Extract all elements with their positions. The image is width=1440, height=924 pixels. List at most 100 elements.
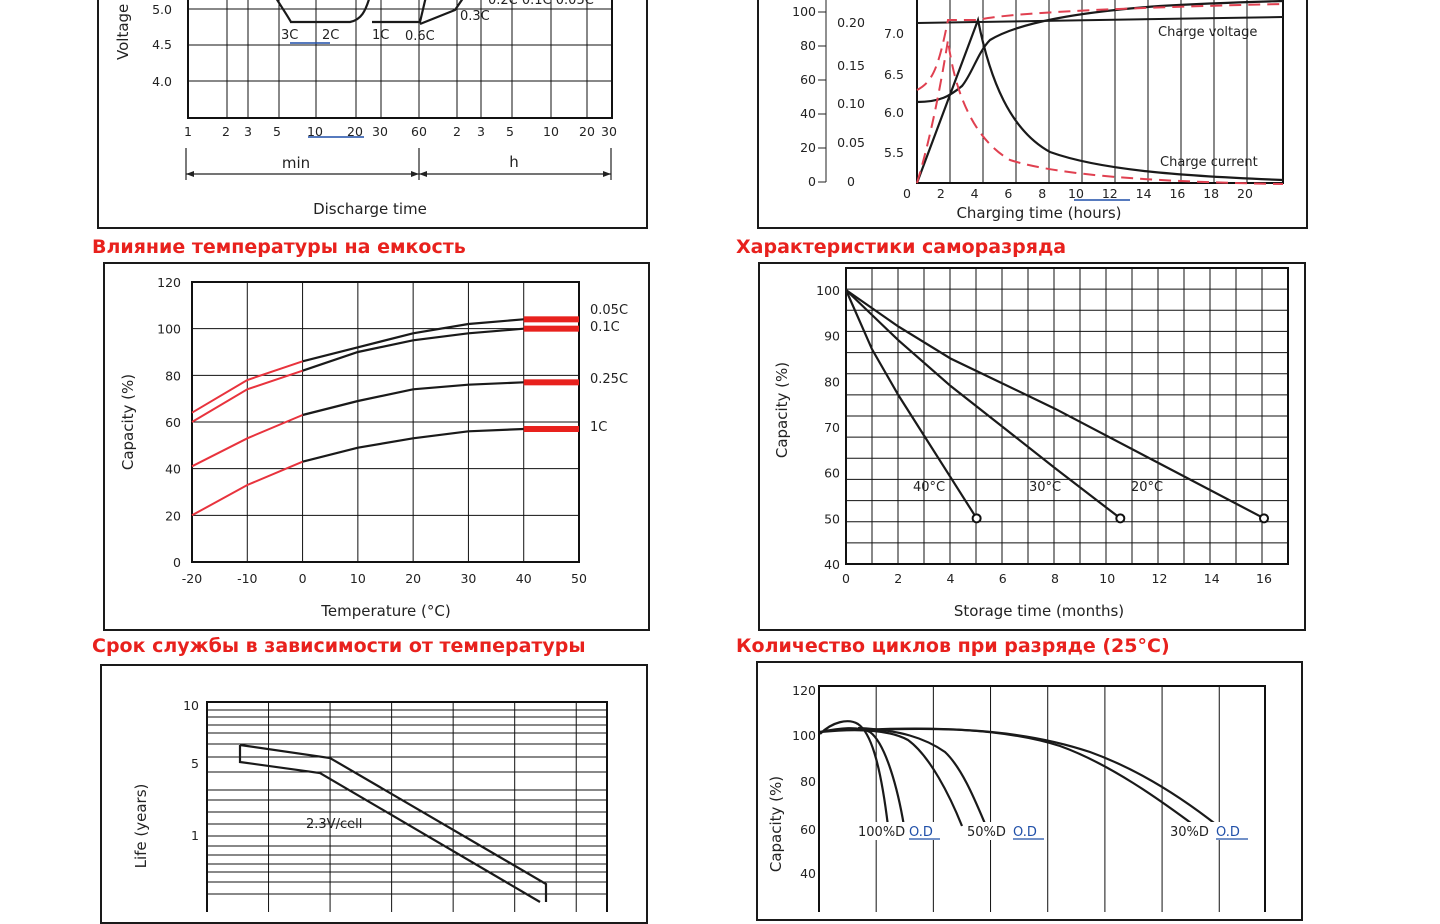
- discharge-x-label: Discharge time: [313, 200, 427, 218]
- discharge-xtick: 30: [372, 124, 388, 139]
- life-y-label: Life (years): [132, 784, 150, 869]
- charging-ytick-current: 0.15: [837, 58, 865, 73]
- temperature-capacity-frame: [103, 262, 650, 631]
- charging-x-label: Charging time (hours): [956, 204, 1121, 222]
- tc-xtick: 40: [516, 571, 532, 586]
- charging-ytick-outer: 80: [800, 38, 816, 53]
- charts-canvas: 5.0 4.5 4.0 Voltage 1 2 3 5 10 20 30 60 2 3 5 10 20 3…: [114, 0, 1289, 912]
- discharge-xtick: 2: [222, 124, 230, 139]
- cycle-label-30-od: O.D: [1216, 825, 1240, 840]
- cycle-chart-frame: [756, 661, 1303, 921]
- tc-curve-cold: [191, 460, 303, 517]
- tc-ytick: 120: [157, 275, 181, 290]
- discharge-ytick-1: 4.5: [152, 37, 172, 52]
- cycle-ytick-40: 40: [800, 866, 816, 881]
- charging-xtick: 10: [1068, 186, 1084, 201]
- charging-xtick: 18: [1203, 186, 1219, 201]
- discharge-label-1c: 1C: [372, 28, 389, 43]
- sd-series-label: 40°C: [913, 480, 945, 495]
- sd-xtick: 8: [1051, 571, 1059, 586]
- tc-series-label: 0.25C: [590, 372, 628, 387]
- tc-ytick: 40: [165, 462, 181, 477]
- discharge-label-03c: 0.3C: [460, 9, 490, 24]
- tc-xtick: 30: [460, 571, 476, 586]
- life-plot-border: [206, 701, 608, 912]
- tc-marker-1C: [523, 426, 579, 432]
- tc-curve-warm: [302, 327, 524, 372]
- sd-curve: [844, 289, 978, 519]
- cycle-ytick-60: 60: [800, 822, 816, 837]
- sd-endpoint-marker: [1259, 513, 1269, 524]
- cycle-plot-border: [818, 685, 1266, 912]
- charging-ytick-voltage: 6.0: [884, 105, 904, 120]
- cycle-ytick-80: 80: [800, 774, 816, 789]
- tc-curve-warm: [302, 318, 524, 363]
- sd-xtick: 4: [947, 571, 955, 586]
- charging-xtick: 14: [1136, 186, 1152, 201]
- self-discharge-chart: 40°C 30°C 20°C 0 2 4 6 8 10 12 14 16 100 90 80 70 60 50 4…: [773, 267, 1289, 620]
- discharge-curve-3c: [275, 0, 292, 23]
- charging-ytick-outer: 20: [800, 140, 816, 155]
- tc-curve-cold: [191, 360, 303, 414]
- charging-voltage-label: Charge voltage: [1158, 25, 1257, 40]
- cycle-curve-50-b: [857, 726, 988, 827]
- sd-ytick: 40: [824, 557, 840, 572]
- charging-xtick: 0: [903, 186, 911, 201]
- tc-ytick: 80: [165, 368, 181, 383]
- sd-xtick: 12: [1152, 571, 1168, 586]
- charging-voltage-dashed: [916, 3, 1284, 91]
- sd-xtick: 16: [1256, 571, 1272, 586]
- sd-xtick: 6: [999, 571, 1007, 586]
- discharge-unit-h: h: [509, 153, 519, 171]
- charging-current-dashed: [916, 39, 1284, 185]
- cycle-curve-30-b: [869, 727, 1219, 827]
- tc-ytick: 20: [165, 508, 181, 523]
- life-ytick-1: 1: [191, 828, 199, 843]
- tc-xtick: 20: [405, 571, 421, 586]
- discharge-curve-2c: [290, 0, 370, 24]
- life-annotation-voltage: 2.3V/cell: [306, 817, 362, 832]
- sd-plot-border: [845, 267, 1289, 565]
- discharge-xtick: 5: [273, 124, 281, 139]
- discharge-plot-border: [187, 0, 613, 119]
- tc-y-label: Capacity (%): [119, 374, 137, 470]
- charging-xtick: 6: [1004, 186, 1012, 201]
- tc-series-label: 0.1C: [590, 320, 620, 335]
- tc-curve-cold: [191, 369, 303, 423]
- sd-xtick: 10: [1099, 571, 1115, 586]
- charging-ytick-voltage: 7.0: [884, 26, 904, 41]
- sd-endpoint-marker: [971, 513, 982, 524]
- sd-ytick: 90: [824, 329, 840, 344]
- discharge-chart: 5.0 4.5 4.0 Voltage 1 2 3 5 10 20 30 60 2 3 5 10 20 3…: [114, 0, 617, 218]
- discharge-xtick: 10: [307, 124, 323, 139]
- temperature-capacity-heading: Влияние температуры на емкость: [92, 236, 466, 258]
- charging-ytick-outer: 0: [808, 174, 816, 189]
- charging-ytick-outer: 60: [800, 72, 816, 87]
- discharge-xtick: 20: [347, 124, 363, 139]
- life-band-outline: [238, 743, 548, 903]
- tc-series-label: 0.05C: [590, 303, 628, 318]
- charging-xtick: 20: [1237, 186, 1253, 201]
- charging-ytick-voltage: 6.5: [884, 67, 904, 82]
- charging-plot-border: [916, 0, 1284, 184]
- tc-xtick: 50: [571, 571, 587, 586]
- discharge-label-low-rates: 0.2C 0.1C 0.05C: [488, 0, 594, 8]
- sd-y-label: Capacity (%): [773, 362, 791, 458]
- charging-xtick: 16: [1169, 186, 1185, 201]
- charging-xtick: 2: [937, 186, 945, 201]
- sd-ytick: 50: [824, 511, 840, 526]
- tc-series-label: 1C: [590, 420, 607, 435]
- discharge-label-2c: 2C: [322, 28, 339, 43]
- tc-xtick: 0: [299, 571, 307, 586]
- discharge-label-06c: 0.6C: [405, 29, 435, 44]
- sd-series-label: 20°C: [1131, 480, 1163, 495]
- cycle-label-100-od: O.D: [909, 825, 933, 840]
- charging-xtick: 4: [971, 186, 979, 201]
- life-ytick-10: 10: [183, 698, 199, 713]
- cycle-curve-50-a: [819, 728, 964, 827]
- sd-endpoint-marker: [1115, 513, 1126, 524]
- sd-series-label: 30°C: [1029, 480, 1061, 495]
- charging-ytick-voltage: 5.5: [884, 145, 904, 160]
- charging-ytick-current: 0.05: [837, 135, 865, 150]
- discharge-time-arrows: [185, 148, 612, 180]
